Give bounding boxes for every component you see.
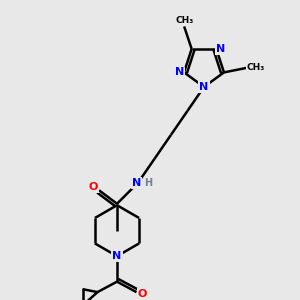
Text: O: O (88, 182, 98, 192)
Text: N: N (132, 178, 141, 188)
Text: O: O (138, 289, 147, 298)
Text: N: N (216, 44, 226, 54)
Text: N: N (200, 82, 208, 92)
Text: H: H (144, 178, 153, 188)
Text: N: N (175, 68, 184, 77)
Text: CH₃: CH₃ (175, 16, 193, 25)
Text: CH₃: CH₃ (246, 63, 265, 72)
Text: N: N (112, 251, 122, 261)
